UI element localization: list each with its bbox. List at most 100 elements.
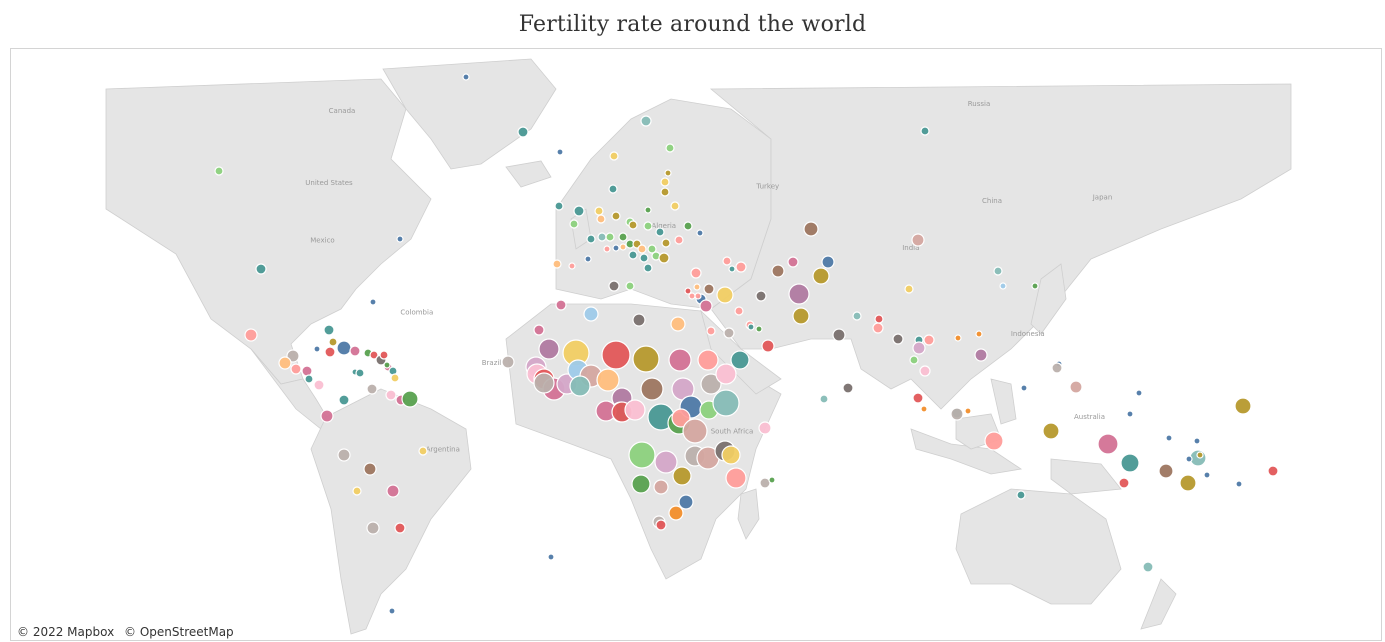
country-bubble[interactable] <box>586 234 596 244</box>
country-bubble[interactable] <box>640 115 652 127</box>
country-bubble[interactable] <box>363 462 377 476</box>
country-bubble[interactable] <box>394 522 406 534</box>
country-bubble[interactable] <box>771 264 785 278</box>
country-bubble[interactable] <box>643 221 653 231</box>
country-bubble[interactable] <box>632 345 660 373</box>
openstreetmap-attribution-link[interactable]: © OpenStreetMap <box>124 625 234 639</box>
country-bubble[interactable] <box>923 334 935 346</box>
country-bubble[interactable] <box>328 337 338 347</box>
country-bubble[interactable] <box>768 476 776 484</box>
country-bubble[interactable] <box>655 227 665 237</box>
country-bubble[interactable] <box>747 323 755 331</box>
country-bubble[interactable] <box>735 261 747 273</box>
country-bubble[interactable] <box>821 255 835 269</box>
country-bubble[interactable] <box>706 326 716 336</box>
country-bubble[interactable] <box>668 505 684 521</box>
country-bubble[interactable] <box>755 290 767 302</box>
country-bubble[interactable] <box>619 243 627 251</box>
country-bubble[interactable] <box>734 306 744 316</box>
country-bubble[interactable] <box>401 390 419 408</box>
country-bubble[interactable] <box>694 292 702 300</box>
country-bubble[interactable] <box>624 399 646 421</box>
country-bubble[interactable] <box>596 368 620 392</box>
country-bubble[interactable] <box>632 313 646 327</box>
country-bubble[interactable] <box>699 299 713 313</box>
country-bubble[interactable] <box>819 394 829 404</box>
country-bubble[interactable] <box>618 232 628 242</box>
country-bubble[interactable] <box>608 184 618 194</box>
country-bubble[interactable] <box>556 148 564 156</box>
country-bubble[interactable] <box>1267 465 1279 477</box>
country-bubble[interactable] <box>759 477 771 489</box>
country-bubble[interactable] <box>658 252 670 264</box>
country-bubble[interactable] <box>379 350 389 360</box>
country-bubble[interactable] <box>1118 477 1130 489</box>
country-bubble[interactable] <box>313 379 325 391</box>
country-bubble[interactable] <box>872 322 884 334</box>
country-bubble[interactable] <box>244 328 258 342</box>
country-bubble[interactable] <box>555 299 567 311</box>
country-bubble[interactable] <box>1031 282 1039 290</box>
country-bubble[interactable] <box>672 466 692 486</box>
country-bubble[interactable] <box>612 244 620 252</box>
country-bubble[interactable] <box>568 262 576 270</box>
country-bubble[interactable] <box>984 431 1004 451</box>
country-bubble[interactable] <box>919 365 931 377</box>
country-bubble[interactable] <box>909 355 919 365</box>
country-bubble[interactable] <box>390 373 400 383</box>
country-bubble[interactable] <box>912 392 924 404</box>
country-bubble[interactable] <box>1158 463 1174 479</box>
country-bubble[interactable] <box>892 333 904 345</box>
country-bubble[interactable] <box>993 266 1003 276</box>
country-bubble[interactable] <box>517 126 529 138</box>
country-bubble[interactable] <box>912 341 926 355</box>
country-bubble[interactable] <box>386 484 400 498</box>
country-bubble[interactable] <box>608 280 620 292</box>
country-bubble[interactable] <box>313 345 321 353</box>
country-bubble[interactable] <box>683 221 693 231</box>
country-bubble[interactable] <box>920 126 930 136</box>
country-bubble[interactable] <box>1042 422 1060 440</box>
country-bubble[interactable] <box>653 479 669 495</box>
country-bubble[interactable] <box>852 311 862 321</box>
country-bubble[interactable] <box>643 263 653 273</box>
country-bubble[interactable] <box>688 292 696 300</box>
country-bubble[interactable] <box>462 73 470 81</box>
country-bubble[interactable] <box>597 232 607 242</box>
country-bubble[interactable] <box>665 143 675 153</box>
country-bubble[interactable] <box>569 219 579 229</box>
country-bubble[interactable] <box>964 407 972 415</box>
country-bubble[interactable] <box>678 494 694 510</box>
country-bubble[interactable] <box>1126 410 1134 418</box>
country-bubble[interactable] <box>661 238 671 248</box>
country-bubble[interactable] <box>920 405 928 413</box>
country-bubble[interactable] <box>660 177 670 187</box>
country-bubble[interactable] <box>712 389 740 417</box>
country-bubble[interactable] <box>812 267 830 285</box>
world-map[interactable]: Canada United States Mexico Colombia Brazil A… <box>11 49 1381 640</box>
country-bubble[interactable] <box>670 201 680 211</box>
country-bubble[interactable] <box>628 441 656 469</box>
country-bubble[interactable] <box>668 348 692 372</box>
country-bubble[interactable] <box>693 283 701 291</box>
country-bubble[interactable] <box>304 374 314 384</box>
country-bubble[interactable] <box>1020 384 1028 392</box>
country-bubble[interactable] <box>369 350 379 360</box>
country-bubble[interactable] <box>999 282 1007 290</box>
country-bubble[interactable] <box>324 346 336 358</box>
country-bubble[interactable] <box>690 267 702 279</box>
country-bubble[interactable] <box>628 220 638 230</box>
country-bubble[interactable] <box>385 389 397 401</box>
country-bubble[interactable] <box>336 340 352 356</box>
country-bubble[interactable] <box>1069 380 1083 394</box>
country-bubble[interactable] <box>832 328 846 342</box>
country-bubble[interactable] <box>696 229 704 237</box>
country-bubble[interactable] <box>323 324 335 336</box>
country-bubble-layer[interactable] <box>214 73 1279 615</box>
country-bubble[interactable] <box>874 314 884 324</box>
country-bubble[interactable] <box>1120 453 1140 473</box>
country-bubble[interactable] <box>533 324 545 336</box>
country-bubble[interactable] <box>715 363 737 385</box>
country-bubble[interactable] <box>728 265 736 273</box>
country-bubble[interactable] <box>355 368 365 378</box>
